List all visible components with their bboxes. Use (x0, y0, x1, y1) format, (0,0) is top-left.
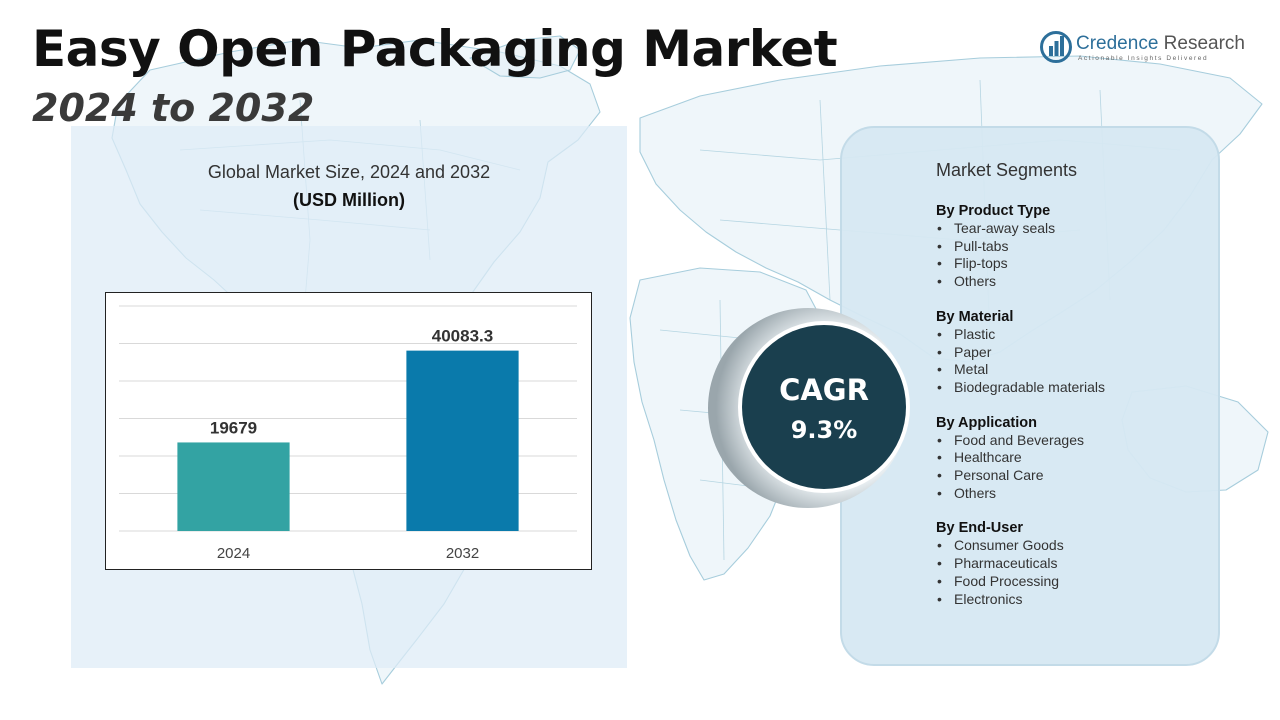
segment-item: Flip-tops (936, 255, 1216, 273)
bar-chart-globe-icon (1040, 31, 1072, 63)
segment-group-product-type: By Product Type Tear-away seals Pull-tab… (936, 202, 1216, 291)
segment-item: Consumer Goods (936, 537, 1216, 555)
x-tick-label-2032: 2032 (446, 545, 479, 562)
segment-heading: By Material (936, 308, 1014, 325)
segment-item: Others (936, 273, 1216, 291)
segment-item: Biodegradable materials (936, 379, 1216, 397)
logo-name-primary: Credence (1076, 33, 1159, 54)
cagr-label: CAGR (779, 373, 869, 407)
segment-group-application: By Application Food and Beverages Health… (936, 414, 1216, 503)
data-label-2032: 40083.3 (432, 327, 493, 346)
segment-item: Food Processing (936, 573, 1216, 591)
segment-item: Paper (936, 344, 1216, 362)
segment-item: Tear-away seals (936, 220, 1216, 238)
segment-item: Personal Care (936, 467, 1216, 485)
segment-item: Electronics (936, 591, 1216, 609)
bar-2024 (177, 442, 290, 531)
cagr-badge: CAGR 9.3% (708, 308, 910, 508)
logo-tagline: Actionable Insights Delivered (1078, 55, 1209, 62)
market-size-bar-chart: 19679 2024 40083.3 2032 (105, 292, 592, 570)
brand-logo: Credence Research Actionable Insights De… (1040, 30, 1252, 70)
cagr-circle (742, 325, 906, 489)
segment-item: Metal (936, 361, 1216, 379)
page-title: Easy Open Packaging Market (32, 20, 838, 78)
segment-item: Pull-tabs (936, 238, 1216, 256)
segment-item: Food and Beverages (936, 432, 1216, 450)
segment-item: Healthcare (936, 449, 1216, 467)
segments-title: Market Segments (936, 160, 1078, 180)
chart-title: Global Market Size, 2024 and 2032 (207, 162, 491, 182)
segment-heading: By Application (936, 414, 1037, 431)
data-label-2024: 19679 (210, 418, 257, 437)
chart-unit: (USD Million) (293, 190, 405, 210)
x-tick-label-2024: 2024 (217, 545, 250, 562)
segment-item: Plastic (936, 326, 1216, 344)
segment-heading: By End-User (936, 520, 1024, 537)
segment-item: Others (936, 485, 1216, 503)
bar-2032 (406, 350, 519, 531)
segments-list: By Product Type Tear-away seals Pull-tab… (936, 202, 1216, 625)
segment-group-material: By Material Plastic Paper Metal Biodegra… (936, 308, 1216, 397)
segment-heading: By Product Type (936, 203, 1051, 219)
logo-name-secondary: Research (1163, 33, 1245, 54)
segment-item: Pharmaceuticals (936, 555, 1216, 573)
segment-group-end-user: By End-User Consumer Goods Pharmaceutica… (936, 519, 1216, 608)
cagr-value: 9.3% (791, 416, 858, 444)
page-subtitle: 2024 to 2032 (32, 86, 315, 130)
logo-name: Credence Research (1076, 33, 1245, 55)
